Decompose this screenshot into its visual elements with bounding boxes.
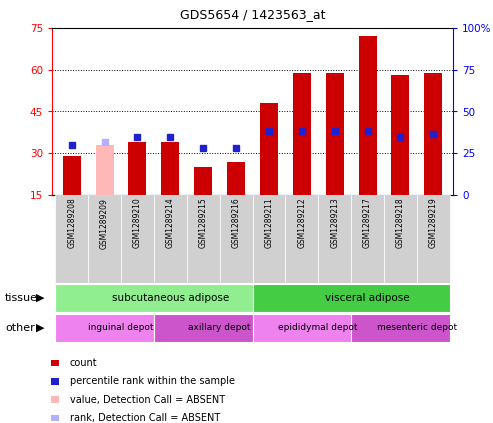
Bar <box>128 142 146 195</box>
Text: subcutaneous adipose: subcutaneous adipose <box>112 293 229 303</box>
Bar <box>154 314 252 342</box>
Bar <box>219 195 252 283</box>
Text: ▶: ▶ <box>36 323 44 333</box>
Bar <box>391 75 410 195</box>
Bar <box>55 314 154 342</box>
Bar <box>384 195 417 283</box>
Text: other: other <box>5 323 35 333</box>
Text: mesenteric depot: mesenteric depot <box>377 324 457 332</box>
Bar <box>55 284 252 312</box>
Bar <box>358 36 377 195</box>
Bar <box>293 72 311 195</box>
Bar <box>351 314 450 342</box>
Bar <box>88 195 121 283</box>
Text: value, Detection Call = ABSENT: value, Detection Call = ABSENT <box>70 395 225 405</box>
Text: GSM1289219: GSM1289219 <box>429 198 438 248</box>
Bar <box>326 72 344 195</box>
Text: GSM1289216: GSM1289216 <box>232 198 241 248</box>
Text: tissue: tissue <box>5 293 38 303</box>
Text: GSM1289213: GSM1289213 <box>330 198 339 248</box>
Text: axillary depot: axillary depot <box>188 324 251 332</box>
Bar <box>260 103 278 195</box>
Text: GSM1289212: GSM1289212 <box>297 198 306 248</box>
Text: rank, Detection Call = ABSENT: rank, Detection Call = ABSENT <box>70 413 220 423</box>
Text: GSM1289211: GSM1289211 <box>264 198 274 248</box>
Bar <box>194 167 212 195</box>
Text: epididymal depot: epididymal depot <box>279 324 358 332</box>
Bar <box>63 156 81 195</box>
Bar <box>187 195 219 283</box>
Text: GDS5654 / 1423563_at: GDS5654 / 1423563_at <box>180 8 325 21</box>
Text: ▶: ▶ <box>36 293 44 303</box>
Text: GSM1289214: GSM1289214 <box>166 198 175 248</box>
Bar <box>227 162 245 195</box>
Text: GSM1289217: GSM1289217 <box>363 198 372 248</box>
Text: percentile rank within the sample: percentile rank within the sample <box>70 376 235 386</box>
Bar <box>154 195 187 283</box>
Text: GSM1289208: GSM1289208 <box>67 198 76 248</box>
Bar <box>121 195 154 283</box>
Bar <box>252 314 351 342</box>
Bar <box>252 284 450 312</box>
Text: visceral adipose: visceral adipose <box>325 293 410 303</box>
Bar <box>318 195 351 283</box>
Text: GSM1289209: GSM1289209 <box>100 198 109 249</box>
Bar <box>417 195 450 283</box>
Text: inguinal depot: inguinal depot <box>88 324 154 332</box>
Bar <box>55 195 88 283</box>
Text: GSM1289210: GSM1289210 <box>133 198 142 248</box>
Text: count: count <box>70 358 98 368</box>
Text: GSM1289215: GSM1289215 <box>199 198 208 248</box>
Bar <box>252 195 285 283</box>
Bar <box>96 145 113 195</box>
Bar <box>424 72 442 195</box>
Bar <box>285 195 318 283</box>
Bar <box>161 142 179 195</box>
Text: GSM1289218: GSM1289218 <box>396 198 405 248</box>
Bar <box>351 195 384 283</box>
